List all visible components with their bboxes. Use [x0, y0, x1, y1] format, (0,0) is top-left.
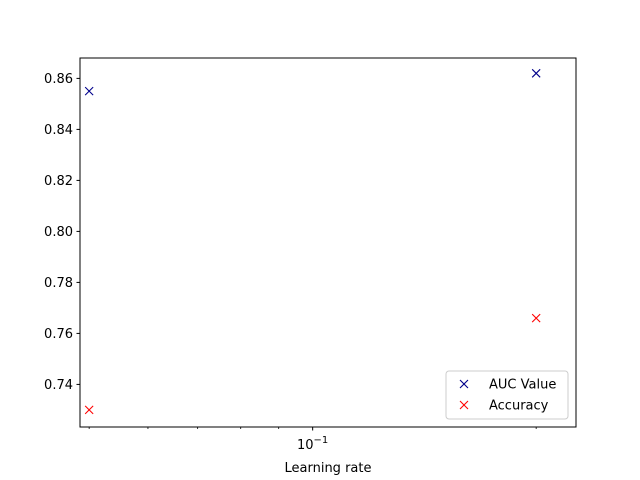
legend-marker [459, 379, 469, 389]
y-axis: 0.74 0.76 0.78 0.80 0.82 0.84 0.86 [44, 72, 80, 393]
x-tick-label: 10−1 [297, 435, 328, 453]
y-tick-label: 0.76 [44, 327, 73, 342]
legend-entry: AUC Value [459, 378, 556, 393]
y-tick-label: 0.84 [44, 123, 73, 138]
data-point [531, 313, 541, 323]
plot-frame [79, 57, 577, 428]
series [84, 68, 541, 96]
y-tick-label: 0.74 [44, 378, 73, 393]
data-point [531, 68, 541, 78]
x-axis: 10−1 [88, 427, 537, 453]
legend-label: AUC Value [489, 378, 556, 393]
y-tick-label: 0.80 [44, 225, 73, 240]
data-point [84, 405, 94, 415]
plot-marks [84, 68, 541, 415]
legend: AUC Value Accuracy [445, 370, 569, 420]
y-tick-label: 0.78 [44, 276, 73, 291]
legend-box [445, 370, 569, 420]
y-tick-label: 0.82 [44, 174, 73, 189]
series [84, 313, 541, 415]
y-tick-label: 0.86 [44, 72, 73, 87]
data-point [84, 86, 94, 96]
x-axis-label: Learning rate [285, 461, 372, 476]
legend-label: Accuracy [489, 399, 549, 414]
legend-entry: Accuracy [459, 399, 549, 414]
legend-marker [459, 400, 469, 410]
